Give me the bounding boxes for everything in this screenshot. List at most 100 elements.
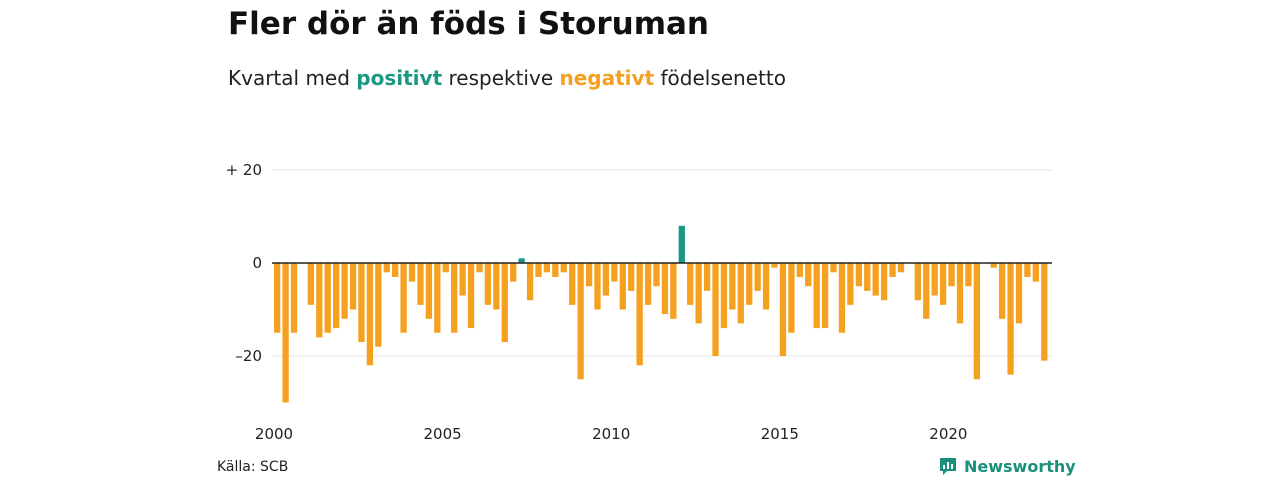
bar	[737, 263, 744, 324]
bar	[282, 263, 289, 403]
bar	[476, 263, 483, 273]
bar	[358, 263, 365, 343]
bar	[467, 263, 475, 329]
bar	[442, 263, 449, 273]
bar	[720, 263, 728, 329]
subtitle-part-2: respektive	[448, 66, 554, 90]
bar	[383, 263, 390, 273]
bar	[594, 263, 601, 310]
bar	[569, 263, 576, 305]
bar	[653, 263, 660, 287]
bar	[375, 263, 382, 347]
subtitle-part-3: födelsenetto	[660, 66, 786, 90]
bar	[543, 263, 551, 273]
bar	[990, 263, 997, 268]
bar	[307, 263, 315, 305]
chart-title: Fler dör än föds i Storuman	[228, 6, 709, 42]
bar	[451, 263, 458, 333]
bar	[341, 263, 348, 319]
bar	[644, 263, 652, 305]
x-tick-label: 2015	[761, 425, 799, 443]
bar	[670, 263, 677, 319]
brand-name: Newsworthy	[964, 456, 1076, 476]
bar	[324, 263, 331, 333]
bar	[560, 263, 567, 273]
bar	[830, 263, 837, 273]
bar	[746, 263, 753, 305]
bar	[628, 263, 635, 291]
x-tick-label: 2005	[424, 425, 462, 443]
bar	[619, 263, 626, 310]
bar	[661, 263, 669, 315]
bar	[501, 263, 508, 343]
bar	[838, 263, 846, 333]
brand: Newsworthy	[938, 456, 1076, 476]
bar	[805, 263, 812, 287]
bar	[408, 263, 416, 282]
y-tick-label: –20	[235, 347, 262, 365]
source-note: Källa: SCB	[217, 459, 289, 475]
bar	[897, 263, 905, 273]
bar	[796, 263, 803, 277]
subtitle-negative: negativt	[559, 66, 655, 90]
bar	[880, 263, 888, 301]
bar	[998, 263, 1006, 319]
bar	[695, 263, 702, 324]
bar	[417, 263, 424, 305]
bar	[1024, 263, 1031, 277]
y-tick-label: + 20	[226, 161, 262, 179]
bar	[889, 263, 896, 277]
bar	[771, 263, 778, 268]
bar	[813, 263, 820, 329]
bar	[535, 263, 542, 277]
x-tick-label: 2000	[255, 425, 293, 443]
bar	[400, 263, 407, 333]
bar	[459, 263, 466, 296]
bar	[518, 258, 525, 263]
bar	[1015, 263, 1023, 324]
bar	[847, 263, 854, 305]
bar	[577, 263, 584, 380]
bar	[1041, 263, 1048, 361]
bar	[956, 263, 964, 324]
bar	[526, 263, 534, 301]
bar	[855, 263, 862, 287]
x-tick-label: 2010	[592, 425, 630, 443]
y-tick-label: 0	[252, 254, 262, 272]
bar	[754, 263, 761, 291]
bar	[948, 263, 955, 287]
bar	[333, 263, 340, 329]
bar	[864, 263, 871, 291]
bar	[484, 263, 492, 305]
bar	[914, 263, 921, 301]
bar	[349, 263, 357, 310]
bar	[939, 263, 947, 305]
bar	[788, 263, 795, 333]
subtitle-part-1: Kvartal med	[228, 66, 350, 90]
bar	[965, 263, 972, 287]
subtitle-positive: positivt	[356, 66, 443, 90]
bar	[687, 263, 694, 305]
bar	[762, 263, 770, 310]
chart-subtitle: Kvartal med positivt respektive negativt…	[228, 66, 786, 90]
bar	[923, 263, 930, 319]
bar	[392, 263, 399, 277]
bar	[274, 263, 281, 333]
bar	[703, 263, 711, 291]
bar	[1032, 263, 1039, 282]
bar	[290, 263, 298, 333]
bar	[602, 263, 610, 296]
bar	[821, 263, 829, 329]
bar	[425, 263, 433, 319]
bar	[636, 263, 643, 366]
bar	[973, 263, 980, 380]
bar	[611, 263, 618, 282]
bar	[493, 263, 500, 310]
bar	[678, 225, 685, 263]
bar	[366, 263, 374, 366]
newsworthy-logo-icon	[940, 458, 956, 475]
bar	[779, 263, 787, 356]
bar	[510, 263, 517, 282]
bar	[712, 263, 719, 356]
